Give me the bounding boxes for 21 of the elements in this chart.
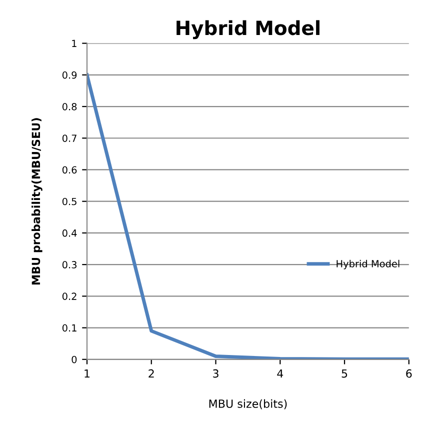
x-tick-label: 2 <box>148 369 154 378</box>
x-tick-label: 3 <box>213 369 218 378</box>
y-tick-label: 0.8 <box>62 102 77 110</box>
y-tick-label: 0.7 <box>62 134 76 142</box>
y-tick-label: 0.1 <box>62 324 76 332</box>
y-tick-label: 0.4 <box>62 229 77 237</box>
y-tick-label: 0.6 <box>62 166 77 174</box>
y-tick-label: 0.2 <box>62 292 76 300</box>
chart-title: Hybrid Model <box>176 20 320 40</box>
y-tick-label: 0.3 <box>62 261 76 268</box>
legend-label: Hybrid Model <box>336 260 400 270</box>
x-axis-title: MBU size(bits) <box>209 399 287 410</box>
x-tick-label: 4 <box>277 369 284 378</box>
y-tick-label: 0.9 <box>62 71 77 79</box>
y-tick-label: 1 <box>72 40 76 47</box>
x-tick-label: 1 <box>84 369 90 378</box>
y-tick-label: 0.5 <box>62 198 76 206</box>
x-tick-label: 5 <box>342 369 348 378</box>
y-axis-title: MBU probability(MBU/SEU) <box>32 118 42 284</box>
x-tick-label: 6 <box>406 369 412 378</box>
y-tick-label: 0 <box>72 356 77 364</box>
